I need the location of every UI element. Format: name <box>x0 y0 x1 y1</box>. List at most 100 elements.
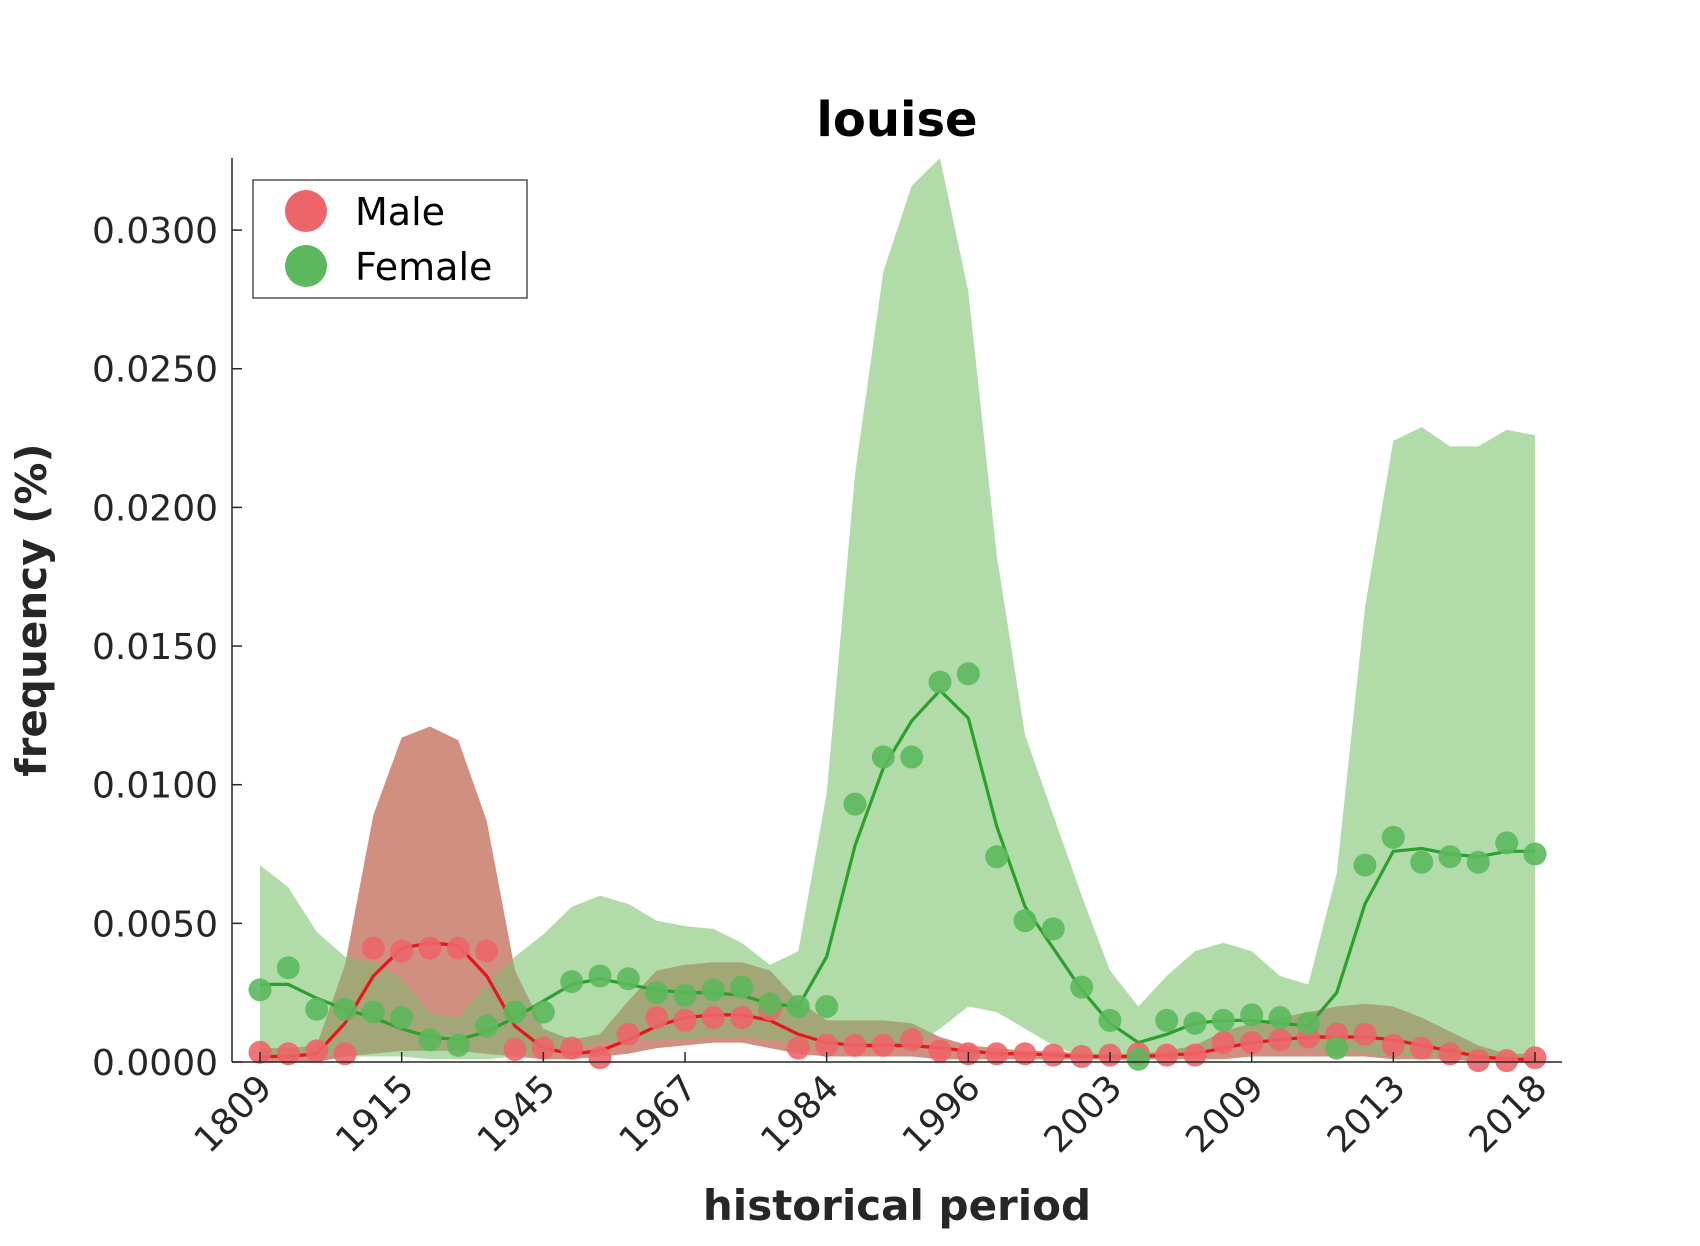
legend-label-male: Male <box>355 190 445 234</box>
point-female <box>1211 1008 1235 1032</box>
point-male <box>645 1006 669 1030</box>
point-female <box>1268 1006 1292 1030</box>
point-male <box>985 1042 1009 1066</box>
y-ticks: 0.0000 0.0050 0.0100 0.0150 0.0200 0.0250 0.03… <box>92 211 242 1084</box>
point-female <box>673 983 697 1007</box>
point-female <box>985 845 1009 869</box>
point-male <box>503 1038 527 1061</box>
y-tick-label: 0.0250 <box>92 350 218 391</box>
x-tick-label: 2018 <box>1462 1067 1556 1161</box>
point-female <box>361 1000 385 1024</box>
point-male <box>1240 1031 1264 1055</box>
point-male <box>531 1036 555 1060</box>
point-female <box>843 792 867 816</box>
point-male <box>1495 1049 1519 1073</box>
point-female <box>1041 917 1065 941</box>
point-female <box>446 1033 470 1057</box>
line-female <box>260 688 1535 1045</box>
point-female <box>248 978 272 1002</box>
point-male <box>815 1033 839 1057</box>
point-male <box>333 1042 357 1066</box>
y-tick-label: 0.0000 <box>92 1043 218 1084</box>
point-male <box>276 1042 300 1066</box>
line-male <box>260 941 1535 1061</box>
point-female <box>1438 845 1462 869</box>
point-female <box>956 662 980 686</box>
x-tick-label: 1915 <box>328 1067 422 1161</box>
point-male <box>616 1022 640 1046</box>
y-tick-label: 0.0150 <box>92 627 218 668</box>
point-female <box>1126 1047 1150 1071</box>
y-tick-label: 0.0300 <box>92 211 218 252</box>
point-male <box>475 939 499 963</box>
y-tick-label: 0.0050 <box>92 904 218 945</box>
point-male <box>1466 1049 1490 1073</box>
legend-marker-male <box>285 190 327 232</box>
x-tick-label: 2003 <box>1037 1067 1131 1161</box>
legend-marker-female <box>285 245 327 287</box>
point-female <box>701 978 725 1002</box>
point-male <box>701 1006 725 1030</box>
x-tick-label: 1984 <box>753 1067 847 1161</box>
x-tick-label: 1996 <box>895 1067 989 1161</box>
legend: Male Female <box>252 179 528 299</box>
point-female <box>1183 1011 1207 1035</box>
y-tick-label: 0.0100 <box>92 766 218 807</box>
point-female <box>815 995 839 1018</box>
point-male <box>1070 1045 1094 1068</box>
point-male <box>1438 1042 1462 1066</box>
point-female <box>928 670 952 694</box>
point-male <box>1211 1031 1235 1055</box>
x-tick-label: 2013 <box>1320 1067 1414 1161</box>
point-male <box>871 1033 895 1057</box>
point-female <box>758 992 782 1016</box>
point-male <box>900 1028 924 1052</box>
point-male <box>446 936 470 960</box>
smoothed-lines <box>260 688 1535 1061</box>
point-female <box>645 981 669 1005</box>
point-female <box>503 1000 527 1024</box>
point-female <box>276 956 300 980</box>
point-male <box>1013 1042 1037 1066</box>
x-axis-label: historical period <box>703 1181 1091 1230</box>
point-female <box>1353 853 1377 877</box>
point-male <box>305 1039 329 1063</box>
y-axis-label: frequency (%) <box>7 443 56 776</box>
point-male <box>843 1033 867 1057</box>
point-female <box>1523 842 1547 866</box>
point-female <box>1325 1036 1349 1060</box>
point-male <box>730 1006 754 1030</box>
point-female <box>1155 1008 1179 1032</box>
point-female <box>390 1006 414 1030</box>
point-female <box>1240 1003 1264 1027</box>
point-male <box>418 936 442 960</box>
point-female <box>616 967 640 991</box>
point-male <box>588 1046 612 1070</box>
point-male <box>1381 1033 1405 1057</box>
point-female <box>418 1028 442 1052</box>
data-points <box>248 662 1547 1073</box>
point-male <box>786 1036 810 1060</box>
point-male <box>928 1039 952 1063</box>
point-female <box>305 997 329 1021</box>
chart-title: louise <box>816 92 977 148</box>
x-tick-label: 1945 <box>470 1067 564 1161</box>
point-male <box>1353 1022 1377 1046</box>
point-male <box>560 1036 584 1060</box>
point-female <box>786 995 810 1018</box>
axes <box>231 158 1562 1063</box>
point-female <box>475 1014 499 1038</box>
point-female <box>1410 850 1434 874</box>
confidence-bands <box>260 158 1535 1062</box>
point-female <box>1070 975 1094 999</box>
point-male <box>1268 1028 1292 1052</box>
point-male <box>1041 1043 1065 1067</box>
point-female <box>1466 850 1490 874</box>
point-female <box>1013 909 1037 933</box>
point-female <box>1098 1008 1122 1032</box>
point-male <box>1410 1036 1434 1060</box>
point-male <box>673 1008 697 1032</box>
point-female <box>1381 825 1405 849</box>
band-overlap-tint <box>260 726 1535 1062</box>
point-female <box>1296 1011 1320 1035</box>
